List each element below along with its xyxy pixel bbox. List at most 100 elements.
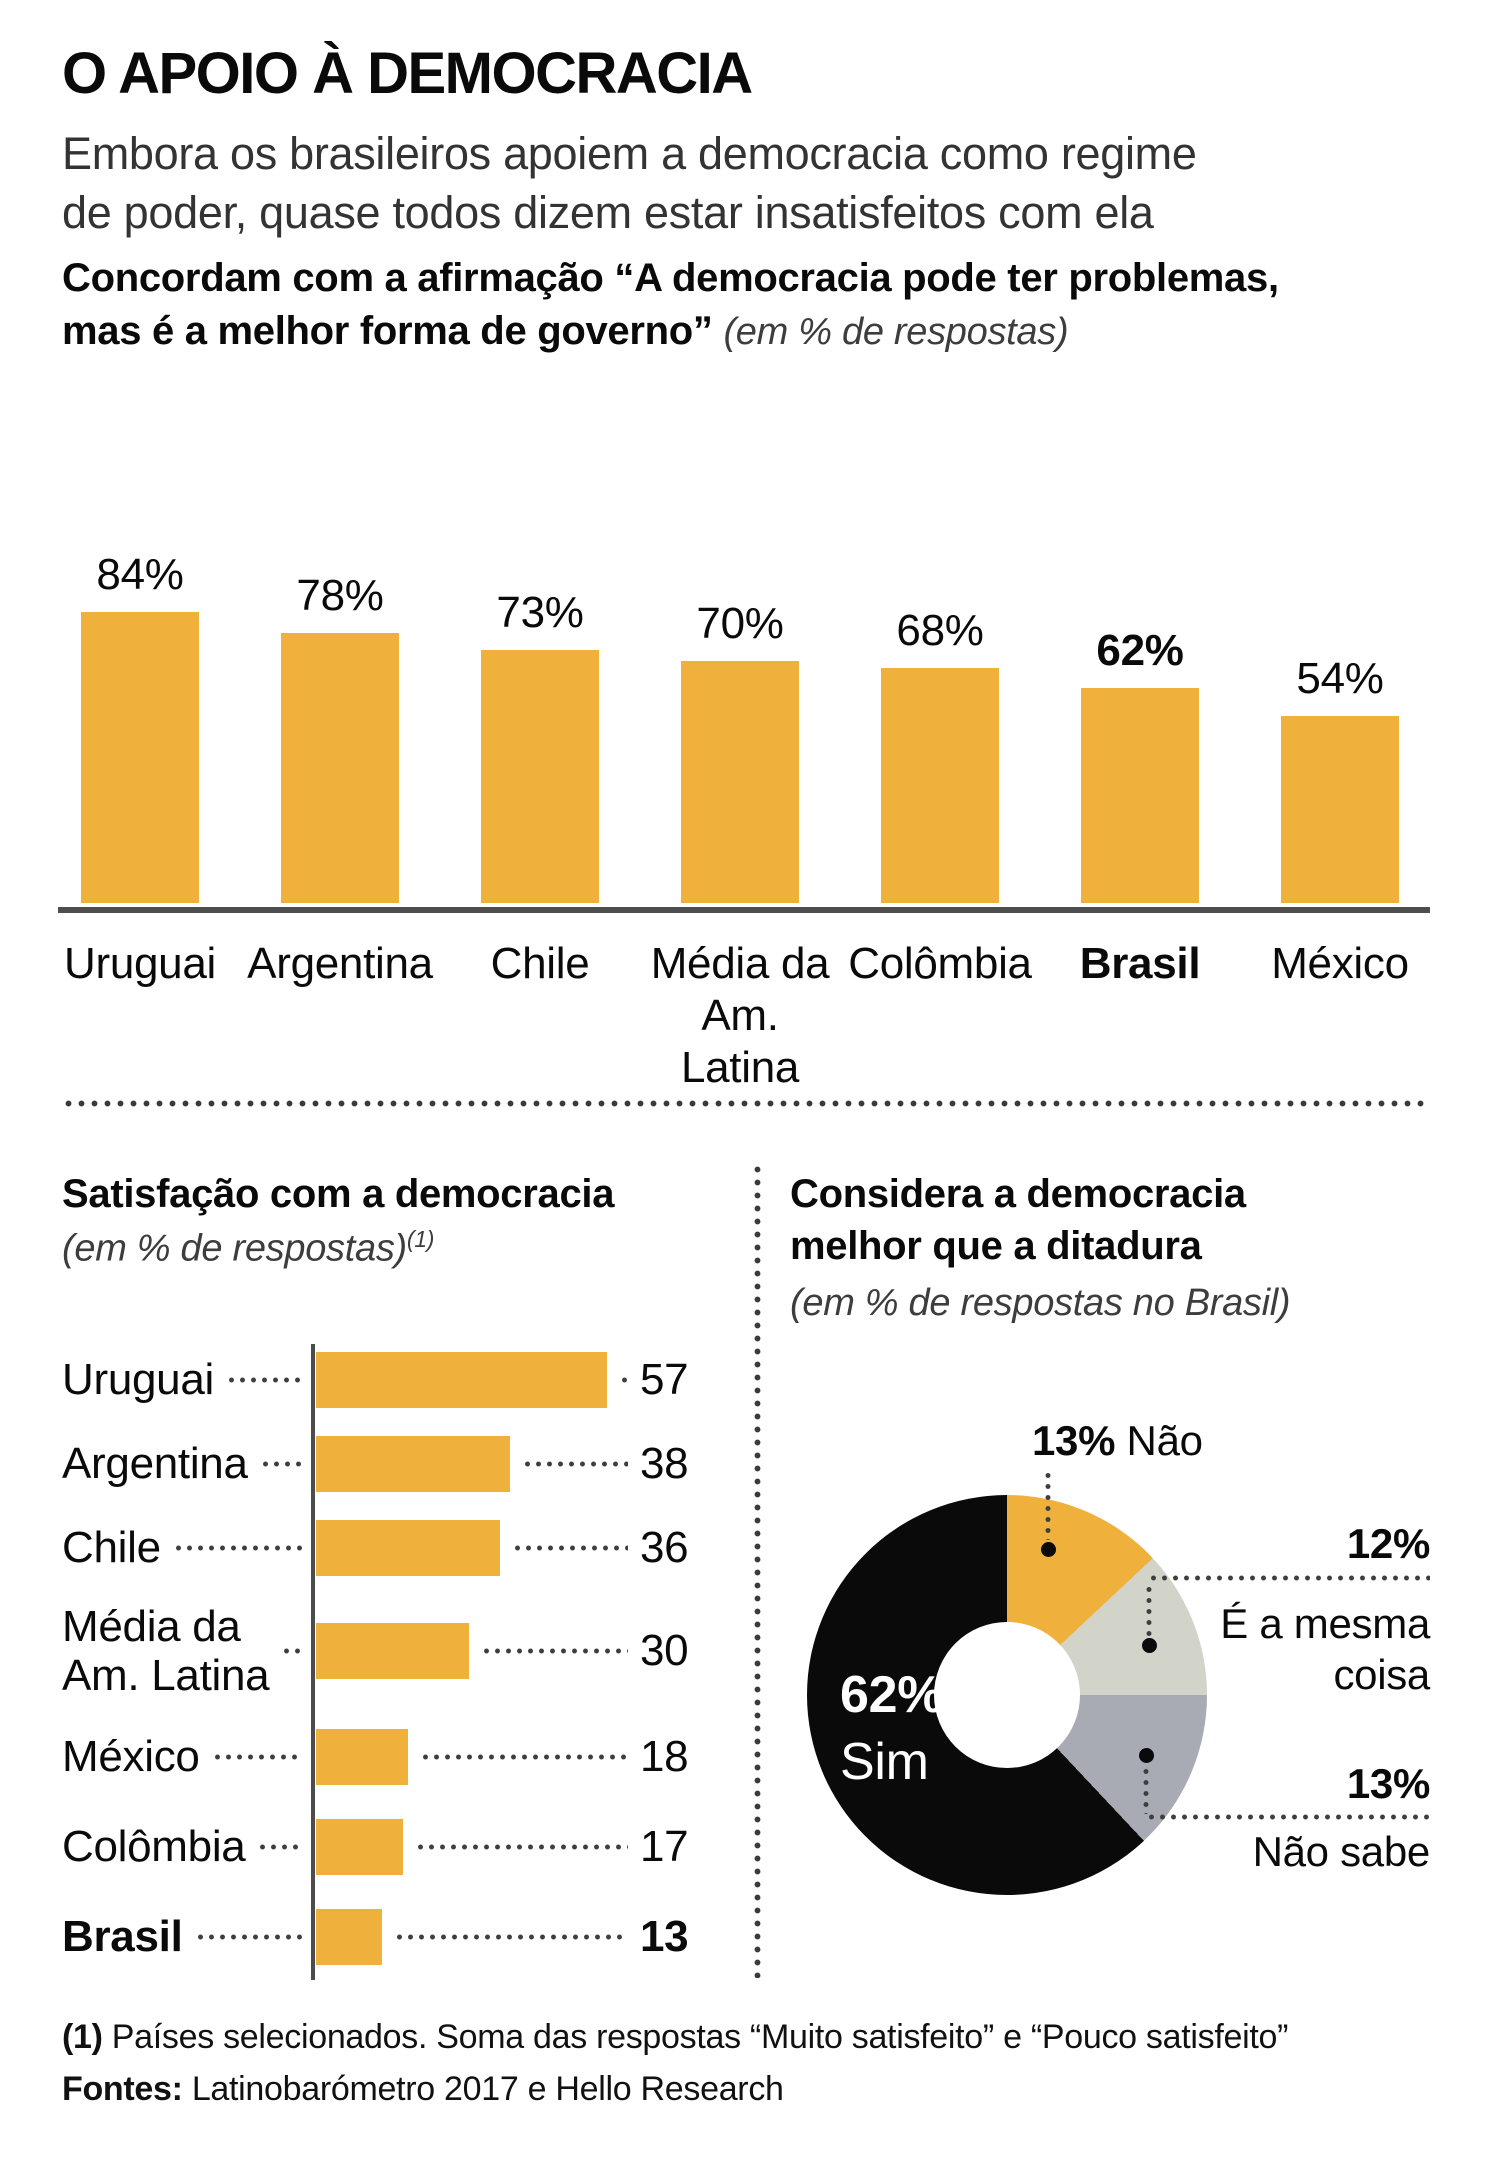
- donut-sim-text: Sim: [840, 1732, 929, 1791]
- support-bar-chart: 84% 78% 73% 70% 68% 62% 54%: [40, 520, 1440, 903]
- hbar-label-wrap: Brasil: [62, 1892, 308, 1982]
- hbar-leader-right: [619, 1377, 628, 1383]
- footnote-marker: (1): [62, 2018, 103, 2056]
- footnote: (1) Países selecionados. Soma das respos…: [62, 2018, 1289, 2056]
- chart1-axis-line: [58, 907, 1430, 913]
- bar: [1081, 688, 1199, 903]
- donut-value-nao-sabe: 13%: [1346, 1760, 1430, 1807]
- hbar: [316, 1729, 408, 1785]
- hbar: [316, 1352, 607, 1408]
- hbar-label-wrap: México: [62, 1712, 308, 1802]
- hbar-value-label: 36: [640, 1523, 689, 1572]
- panel-divider-dotted: [754, 1163, 761, 1978]
- hbar-row-1: Argentina 38: [62, 1422, 730, 1506]
- bar: [281, 633, 399, 903]
- bar-value-label: 84%: [96, 550, 184, 599]
- hbar-value-label: 57: [640, 1355, 689, 1404]
- hbar-label-wrap: Chile: [62, 1506, 308, 1590]
- hbar-leader-right: [420, 1754, 628, 1760]
- chart3-title-line2: melhor que a ditadura: [790, 1224, 1202, 1268]
- hbar-leader-right: [481, 1648, 628, 1654]
- leader-line-mesma-h: [1148, 1575, 1430, 1581]
- hbar-leader-left: [281, 1648, 302, 1654]
- bar-column-6: 54%: [1240, 520, 1440, 903]
- chart1-title: Concordam com a afirmação “A democracia …: [62, 252, 1279, 358]
- chart2-note-superscript: (1): [406, 1226, 435, 1252]
- leader-line-nao-sabe-h: [1146, 1814, 1430, 1820]
- bar-value-label: 68%: [896, 606, 984, 655]
- chart1-category-labels: Uruguai Argentina Chile Média da Am. Latina…: [40, 938, 1440, 1094]
- page-title: O APOIO À DEMOCRACIA: [62, 41, 753, 106]
- hbar-value-label: 17: [640, 1822, 689, 1871]
- hbar-row-6: Brasil 13: [62, 1892, 730, 1982]
- hbar-value-label: 18: [640, 1732, 689, 1781]
- chart3-unit-note: (em % de respostas no Brasil): [790, 1282, 1291, 1324]
- hbar-leader-left: [211, 1754, 302, 1760]
- hbar-row-4: México 18: [62, 1712, 730, 1802]
- chart3-title: Considera a democracia melhor que a dita…: [790, 1168, 1246, 1272]
- chart3-title-line1: Considera a democracia: [790, 1172, 1246, 1216]
- hbar-leader-right: [415, 1844, 628, 1850]
- bar-column-2: 73%: [440, 520, 640, 903]
- bar: [881, 668, 999, 903]
- chart1-title-line1: Concordam com a afirmação “A democracia …: [62, 256, 1279, 300]
- hbar-category-label: México: [62, 1732, 200, 1782]
- hbar-leader-left: [257, 1844, 302, 1850]
- bar-category-label: Média da Am. Latina: [650, 939, 830, 1092]
- hbar-row-5: Colômbia 17: [62, 1802, 730, 1892]
- hbar-leader-left: [226, 1377, 302, 1383]
- sources-label: Fontes:: [62, 2070, 183, 2108]
- hbar: [316, 1520, 500, 1576]
- bar-column-3: 70%: [640, 520, 840, 903]
- chart2-unit-note: (em % de respostas)(1): [62, 1226, 435, 1270]
- bar-value-label: 73%: [496, 588, 584, 637]
- hbar-label-wrap: Uruguai: [62, 1338, 308, 1422]
- leader-line-nao: [1045, 1470, 1051, 1540]
- leader-line-mesma-v: [1146, 1584, 1152, 1636]
- chart1-title-line2: mas é a melhor forma de governo”: [62, 309, 713, 354]
- hbar-value-label: 13: [640, 1912, 689, 1961]
- bar: [681, 661, 799, 903]
- hbar-value-label: 38: [640, 1439, 689, 1488]
- bar-column-5: 62%: [1040, 520, 1240, 903]
- hbar-category-label: Argentina: [62, 1439, 248, 1489]
- bar-value-label: 70%: [696, 599, 784, 648]
- hbar-label-wrap: Colômbia: [62, 1802, 308, 1892]
- bar-value-label: 62%: [1096, 626, 1184, 675]
- hbar-row-2: Chile 36: [62, 1506, 730, 1590]
- hbar-category-label: Brasil: [62, 1912, 183, 1962]
- hbar-category-label: Uruguai: [62, 1355, 214, 1405]
- donut-chart: 62% Sim: [807, 1495, 1207, 1895]
- chart2-axis-line: [311, 1344, 315, 1980]
- hbar-category-label: Chile: [62, 1523, 161, 1573]
- hbar-category-label: Colômbia: [62, 1822, 246, 1872]
- donut-label-mesma-coisa: É a mesma coisa: [1220, 1600, 1430, 1699]
- bar-category-label: Colômbia: [848, 939, 1032, 988]
- bar: [481, 650, 599, 903]
- bar-value-label: 54%: [1296, 654, 1384, 703]
- bar-category-label: Brasil: [1079, 939, 1201, 988]
- leader-dot-nao-sabe: [1139, 1748, 1154, 1763]
- donut-hole: [934, 1622, 1080, 1768]
- sources: Fontes: Latinobarómetro 2017 e Hello Res…: [62, 2070, 784, 2108]
- leader-dot-mesma: [1142, 1638, 1157, 1653]
- page-subtitle: Embora os brasileiros apoiem a democraci…: [62, 128, 1197, 239]
- hbar-row-0: Uruguai 57: [62, 1338, 730, 1422]
- bar-value-label: 78%: [296, 571, 384, 620]
- bar-column-4: 68%: [840, 520, 1040, 903]
- hbar: [316, 1819, 403, 1875]
- hbar-category-label: Média da Am. Latina: [62, 1601, 270, 1700]
- hbar-leader-left: [194, 1934, 302, 1940]
- bar: [1281, 716, 1399, 903]
- hbar-label-wrap: Argentina: [62, 1422, 308, 1506]
- chart1-unit-note: (em % de respostas): [723, 311, 1069, 354]
- section-divider-dotted: [62, 1100, 1430, 1107]
- bar-column-1: 78%: [240, 520, 440, 903]
- bar-category-label: Argentina: [247, 939, 433, 988]
- hbar-leader-left: [172, 1545, 302, 1551]
- satisfaction-bar-chart: Uruguai 57 Argentina 38 Chile 36 Média da Am. …: [62, 1338, 730, 1986]
- hbar: [316, 1909, 382, 1965]
- hbar-leader-right: [394, 1934, 628, 1940]
- donut-label-nao: 13% Não: [1032, 1417, 1203, 1464]
